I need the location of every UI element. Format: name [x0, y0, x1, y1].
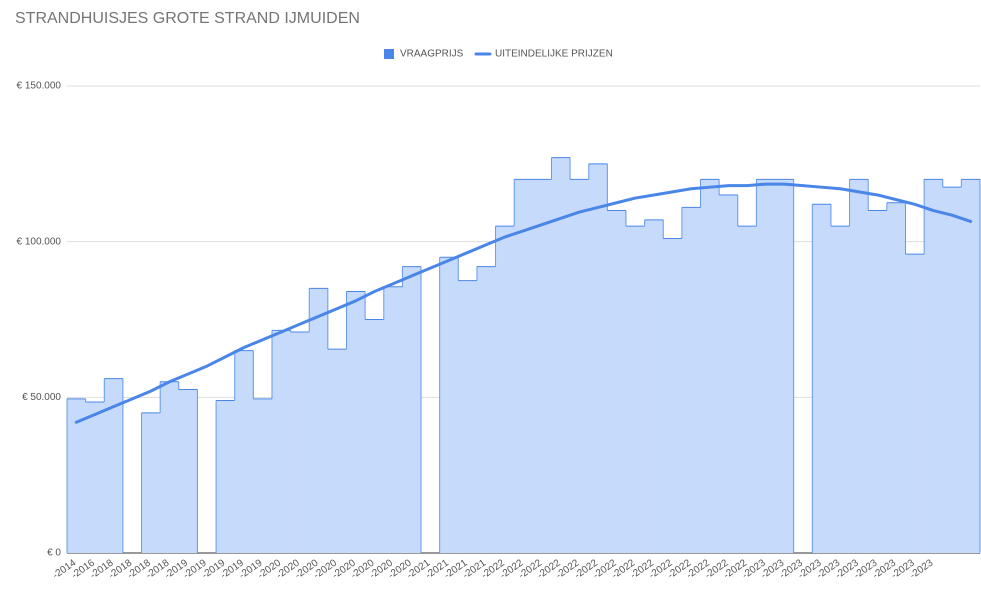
step-area — [924, 179, 944, 553]
step-area — [681, 207, 701, 554]
step-area — [309, 288, 329, 553]
step-area — [532, 179, 552, 553]
step-area — [663, 238, 683, 553]
step-area — [476, 266, 496, 553]
legend-label: UITEINDELIJKE PRIJZEN — [495, 49, 613, 60]
step-area — [271, 330, 291, 553]
step-area — [570, 179, 590, 553]
step-area — [961, 179, 981, 553]
y-tick-label: € 150.000 — [17, 81, 62, 92]
step-area — [514, 179, 534, 553]
trend-line — [74, 182, 973, 424]
step-area — [67, 398, 86, 553]
step-area — [644, 219, 664, 553]
step-area — [160, 381, 180, 553]
step-area — [719, 194, 739, 553]
step-area — [868, 210, 888, 554]
step-area — [700, 179, 720, 553]
step-area — [458, 280, 478, 553]
step-area — [253, 398, 273, 553]
chart-title: STRANDHUISJES GROTE STRAND IJMUIDEN — [15, 10, 360, 27]
legend-swatch — [384, 49, 394, 59]
step-area — [178, 389, 198, 553]
step-area — [737, 226, 757, 553]
y-tick-label: € 50.000 — [22, 392, 61, 403]
step-area — [141, 412, 161, 553]
step-area — [290, 331, 310, 553]
step-area — [607, 210, 627, 554]
step-area — [830, 226, 850, 553]
step-area — [439, 257, 459, 553]
step-area — [104, 378, 124, 553]
step-area — [756, 179, 776, 553]
step-area — [234, 350, 254, 553]
step-area — [942, 187, 962, 553]
step-area — [365, 319, 385, 553]
step-area — [775, 179, 794, 553]
step-area — [85, 402, 105, 553]
step-area — [495, 226, 515, 553]
step-area — [588, 163, 608, 554]
step-area — [551, 157, 571, 553]
step-area — [812, 204, 832, 553]
step-area — [327, 349, 347, 553]
step-area — [216, 400, 235, 553]
step-area — [905, 254, 925, 553]
y-tick-label: € 100.000 — [17, 236, 62, 247]
y-tick-label: € 0 — [47, 548, 61, 559]
step-area — [849, 179, 869, 553]
step-area — [625, 226, 645, 553]
step-area — [383, 286, 403, 553]
step-area — [346, 291, 366, 553]
step-area — [886, 202, 906, 553]
legend-label: VRAAGPRIJS — [400, 49, 464, 60]
step-area — [402, 266, 422, 553]
